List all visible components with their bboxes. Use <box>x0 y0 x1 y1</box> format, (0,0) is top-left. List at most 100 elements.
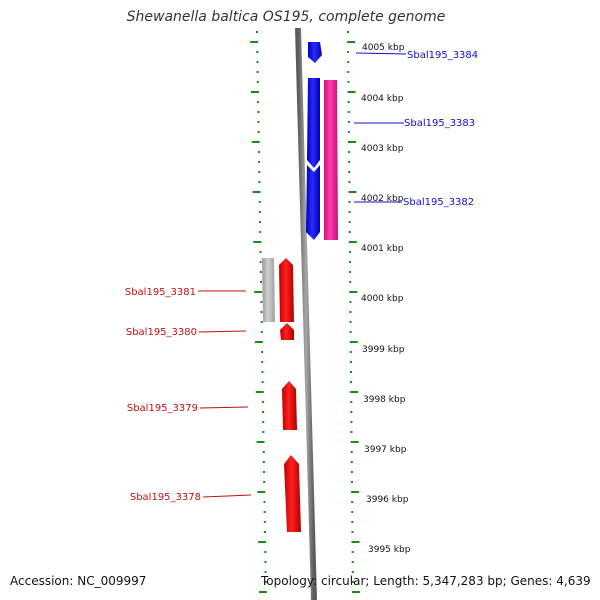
minor-tick <box>262 411 265 413</box>
minor-tick <box>260 301 263 303</box>
minor-tick <box>259 281 262 283</box>
major-tick <box>258 541 267 543</box>
minor-tick <box>257 121 260 123</box>
minor-tick <box>351 531 354 533</box>
scale-label: 3995 kbp <box>368 545 411 555</box>
gene-sbal195-3383[interactable] <box>324 80 338 240</box>
minor-tick <box>350 481 353 483</box>
minor-tick <box>256 61 259 63</box>
major-tick <box>255 391 264 393</box>
major-tick <box>351 591 360 593</box>
gene-sbal195-3383-upper[interactable] <box>307 78 320 168</box>
major-tick <box>351 541 360 543</box>
minor-tick <box>350 371 353 373</box>
gene-sbal195-3384[interactable] <box>308 42 322 63</box>
minor-tick <box>257 111 260 113</box>
minor-tick <box>350 431 353 433</box>
minor-tick <box>348 231 351 233</box>
gene-sbal195-3379[interactable] <box>282 381 297 430</box>
major-tick <box>250 41 259 43</box>
major-tick <box>350 391 359 393</box>
major-tick <box>347 41 356 43</box>
minor-tick <box>347 131 350 133</box>
minor-tick <box>264 561 267 563</box>
major-tick <box>250 91 259 93</box>
minor-tick <box>263 501 266 503</box>
major-tick <box>348 191 357 193</box>
minor-tick <box>351 581 354 583</box>
minor-tick <box>259 271 262 273</box>
minor-tick <box>349 281 352 283</box>
gene-label-sbal195-3381[interactable]: Sbal195_3381 <box>125 287 196 298</box>
minor-tick <box>260 321 263 323</box>
minor-tick <box>263 531 266 533</box>
major-tick <box>349 341 358 343</box>
minor-tick <box>351 571 354 573</box>
minor-tick <box>347 121 350 123</box>
major-tick <box>256 441 265 443</box>
major-tick <box>257 491 266 493</box>
gene-label-sbal195-3379[interactable]: Sbal195_3379 <box>127 403 198 414</box>
callout-line-3378 <box>202 494 252 498</box>
minor-tick <box>261 361 264 363</box>
genome-backbone <box>295 27 317 600</box>
major-tick <box>251 141 260 143</box>
gene-sbal195-3381[interactable] <box>279 258 294 322</box>
minor-tick <box>349 271 352 273</box>
major-tick <box>254 291 263 293</box>
gene-label-sbal195-3378[interactable]: Sbal195_3378 <box>130 492 201 503</box>
left-tick-track <box>250 31 267 593</box>
gene-label-sbal195-3384[interactable]: Sbal195_3384 <box>407 50 478 61</box>
minor-tick <box>258 201 261 203</box>
minor-tick <box>256 31 258 33</box>
minor-tick <box>349 311 352 313</box>
minor-tick <box>260 311 263 313</box>
minor-tick <box>350 451 353 453</box>
gene-grey-block[interactable] <box>262 258 275 322</box>
minor-tick <box>263 521 266 523</box>
minor-tick <box>262 421 265 423</box>
minor-tick <box>350 411 353 413</box>
major-tick <box>351 491 360 493</box>
minor-tick <box>262 461 265 463</box>
minor-tick <box>350 461 353 463</box>
gene-label-sbal195-3382[interactable]: Sbal195_3382 <box>403 197 474 208</box>
minor-tick <box>349 261 352 263</box>
minor-tick <box>348 151 351 153</box>
minor-tick <box>349 351 352 353</box>
minor-tick <box>350 471 353 473</box>
major-tick <box>347 141 356 143</box>
topology-text: Topology: circular; Length: 5,347,283 bp… <box>261 574 591 588</box>
gene-sbal195-3380[interactable] <box>280 323 294 340</box>
minor-tick <box>260 331 263 333</box>
scale-label: 4001 kbp <box>361 244 404 254</box>
scale-label: 4004 kbp <box>361 94 404 104</box>
minor-tick <box>349 301 352 303</box>
major-tick <box>347 91 356 93</box>
minor-tick <box>261 371 264 373</box>
minor-tick <box>262 451 265 453</box>
minor-tick <box>349 361 352 363</box>
scale-label: 3997 kbp <box>364 445 407 455</box>
minor-tick <box>264 551 267 553</box>
minor-tick <box>348 181 351 183</box>
minor-tick <box>258 161 261 163</box>
minor-tick <box>350 401 353 403</box>
gene-label-sbal195-3380[interactable]: Sbal195_3380 <box>126 327 197 338</box>
minor-tick <box>259 221 262 223</box>
minor-tick <box>262 431 265 433</box>
minor-tick <box>263 471 266 473</box>
minor-tick <box>351 501 354 503</box>
minor-tick <box>263 511 266 513</box>
minor-tick <box>350 381 353 383</box>
minor-tick <box>264 571 267 573</box>
minor-tick <box>350 421 353 423</box>
minor-tick <box>349 321 352 323</box>
gene-label-sbal195-3383[interactable]: Sbal195_3383 <box>404 118 475 129</box>
minor-tick <box>261 401 264 403</box>
minor-tick <box>261 381 264 383</box>
minor-tick <box>258 211 261 213</box>
gene-sbal195-3378[interactable] <box>284 455 301 532</box>
minor-tick <box>348 201 351 203</box>
gene-sbal195-3382[interactable] <box>306 165 320 240</box>
